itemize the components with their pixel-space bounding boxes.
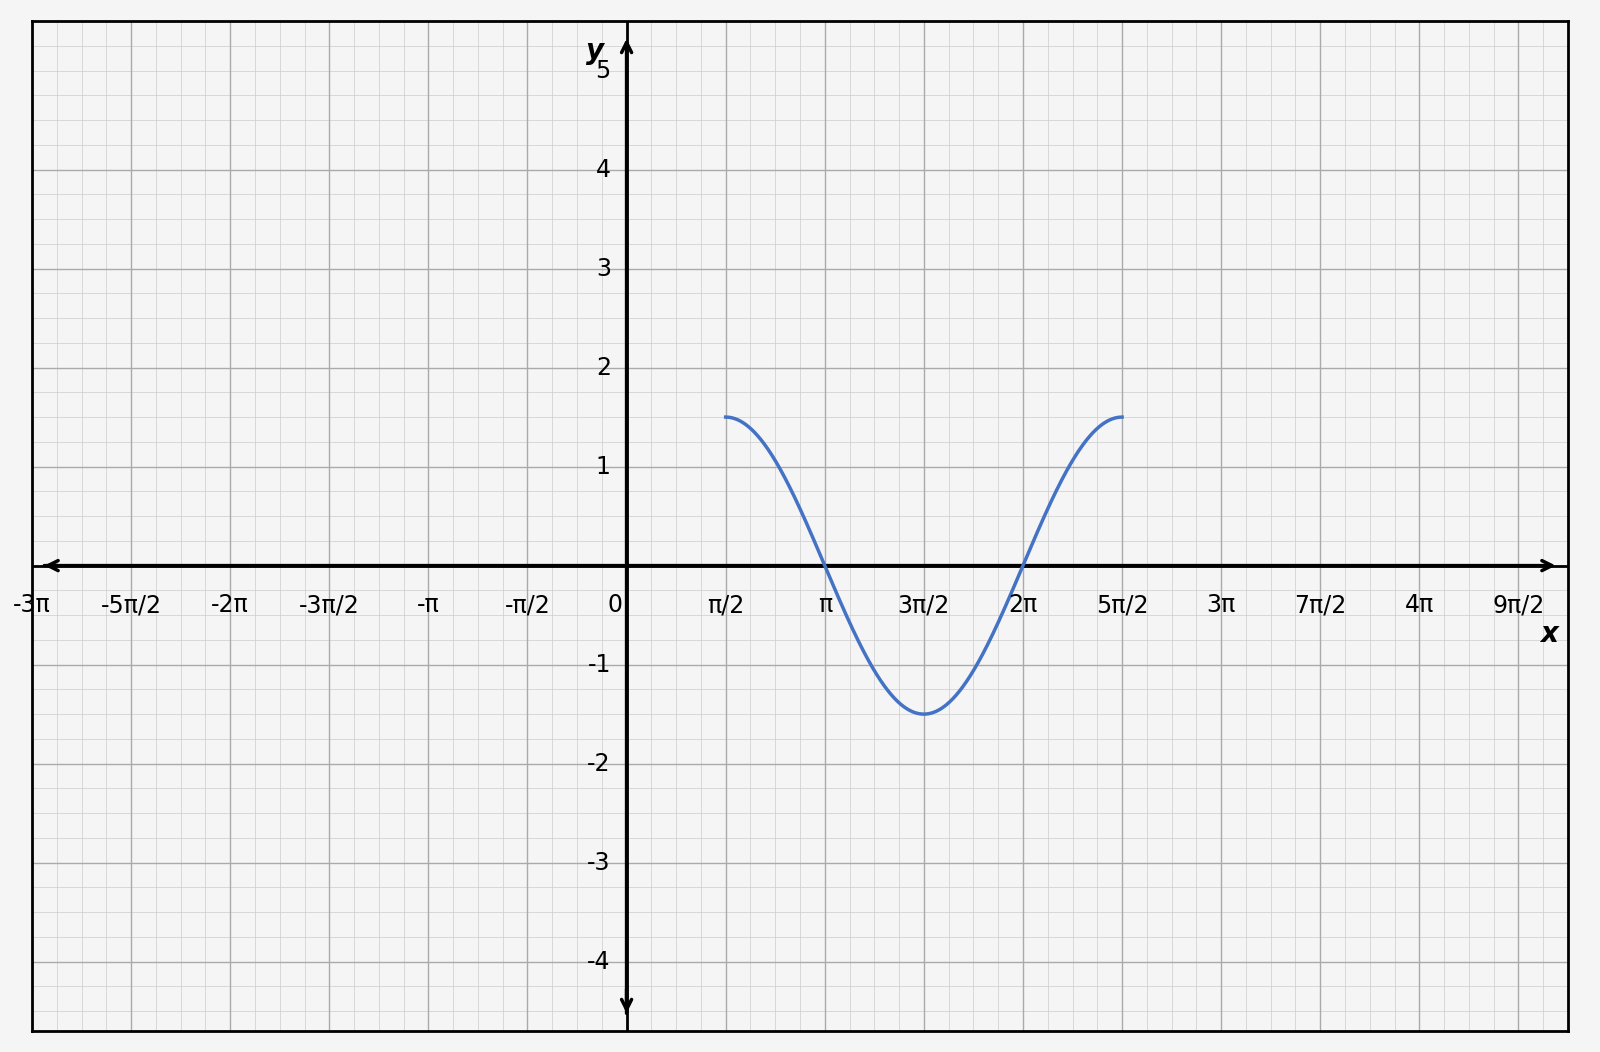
- Text: 2: 2: [595, 356, 611, 380]
- Text: 0: 0: [608, 593, 622, 618]
- Text: 5π/2: 5π/2: [1096, 593, 1149, 618]
- Text: y: y: [586, 37, 605, 65]
- Text: -π/2: -π/2: [504, 593, 550, 618]
- Text: -2π: -2π: [211, 593, 250, 618]
- Text: -3: -3: [587, 851, 611, 874]
- Text: 2π: 2π: [1008, 593, 1037, 618]
- Text: -5π/2: -5π/2: [101, 593, 162, 618]
- Text: 4: 4: [595, 158, 611, 182]
- Text: -3π: -3π: [13, 593, 51, 618]
- Text: x: x: [1541, 620, 1558, 648]
- Text: 3: 3: [595, 257, 611, 281]
- Text: -π: -π: [418, 593, 440, 618]
- Text: 3π/2: 3π/2: [898, 593, 950, 618]
- Text: -4: -4: [587, 950, 611, 974]
- Text: 3π: 3π: [1206, 593, 1235, 618]
- Text: π: π: [818, 593, 832, 618]
- Text: -3π/2: -3π/2: [299, 593, 360, 618]
- Text: π/2: π/2: [707, 593, 744, 618]
- Text: 7π/2: 7π/2: [1294, 593, 1346, 618]
- Text: -2: -2: [587, 751, 611, 775]
- Text: 9π/2: 9π/2: [1493, 593, 1544, 618]
- Text: 4π: 4π: [1405, 593, 1434, 618]
- Text: 1: 1: [595, 454, 611, 479]
- Text: 5: 5: [595, 59, 611, 82]
- Text: -1: -1: [587, 652, 611, 676]
